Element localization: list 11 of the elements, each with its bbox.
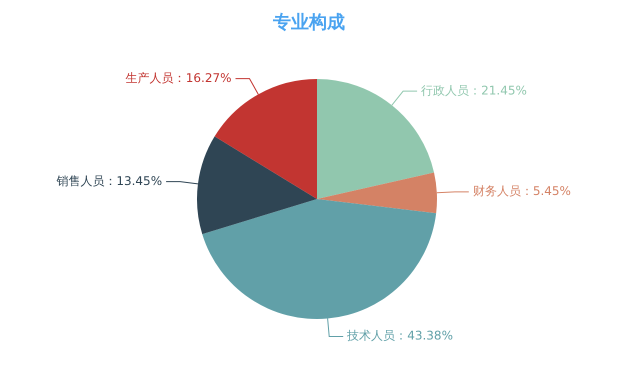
slice-label: 销售人员 <box>55 174 104 188</box>
slice-label: 行政人员 <box>421 83 470 98</box>
data-label: ：16.27% <box>174 70 232 85</box>
chart-title: 专业构成 <box>272 11 346 34</box>
slice-label: 财务人员 <box>472 184 521 198</box>
slice-label: 生产人员 <box>126 70 174 85</box>
data-label: ：13.45% <box>104 174 162 188</box>
data-label: ：21.45% <box>469 83 527 98</box>
data-label: ：5.45% <box>520 184 571 198</box>
slice-label: 技术人员 <box>346 328 396 343</box>
data-label: ：43.38% <box>395 328 453 343</box>
